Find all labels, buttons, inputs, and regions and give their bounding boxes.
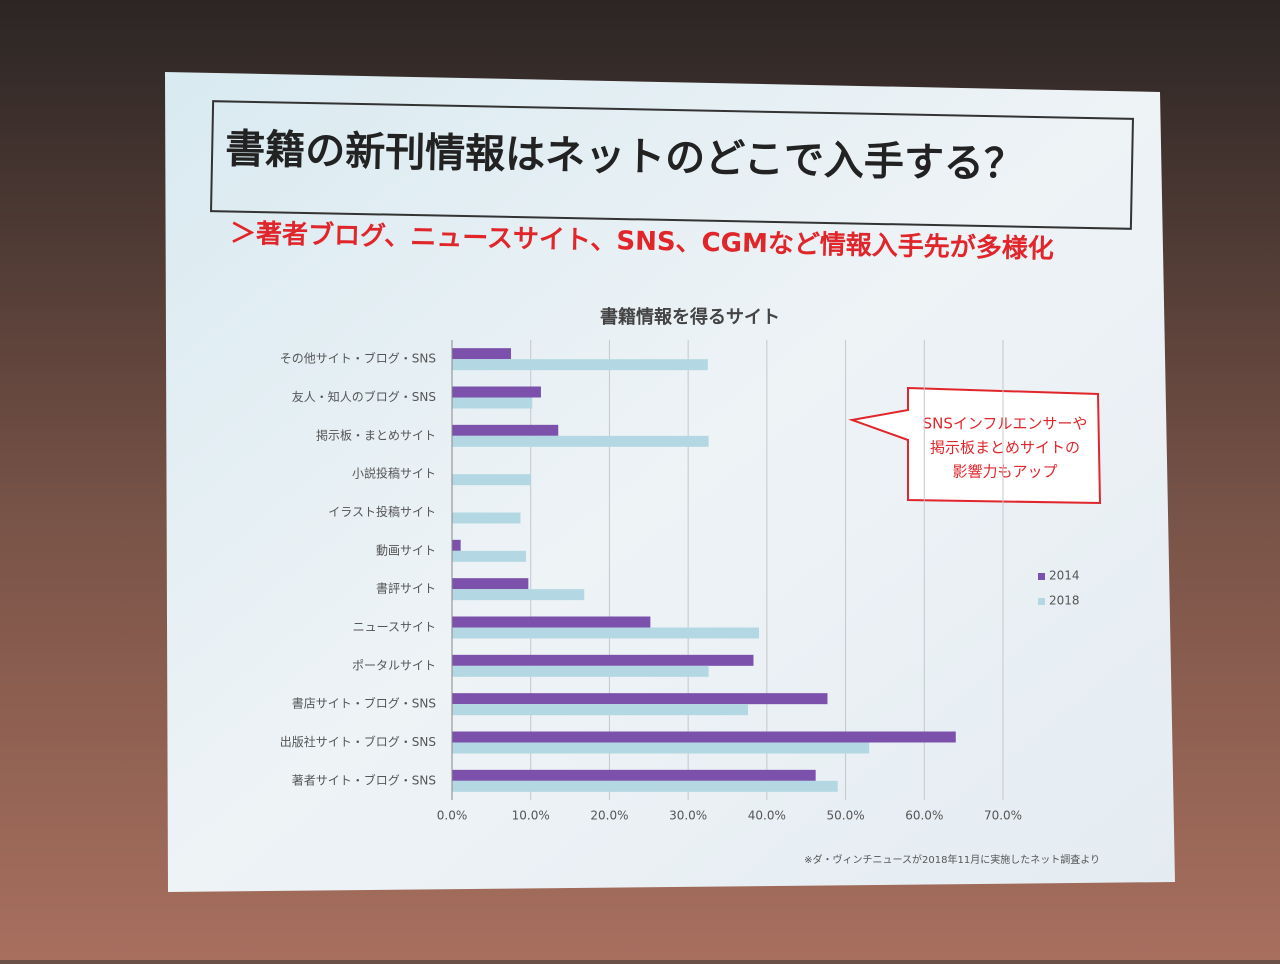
bar [452, 616, 651, 628]
chart-title: 書籍情報を得るサイト [600, 306, 780, 328]
slide [165, 72, 1175, 892]
title-box [210, 100, 1134, 230]
callout-line: 影響力もアップ [952, 463, 1057, 481]
x-tick-label: 10.0% [512, 809, 550, 823]
x-tick-label: 60.0% [905, 809, 943, 823]
bar [452, 348, 512, 360]
legend-label: 2014 [1049, 569, 1080, 583]
bar [452, 627, 759, 639]
bar [452, 474, 531, 486]
bar [452, 359, 708, 371]
y-tick-label: 書店サイト・ブログ・SNS [292, 696, 436, 711]
callout-line: 掲示板まとめサイトの [930, 439, 1080, 457]
bar [452, 386, 541, 398]
y-tick-label: イラスト投稿サイト [328, 504, 436, 519]
bar [452, 512, 521, 524]
bar [452, 742, 870, 754]
legend-swatch [1038, 573, 1045, 580]
y-tick-label: ポータルサイト [352, 658, 436, 672]
y-tick-label: 書評サイト [376, 581, 436, 596]
bar [452, 424, 559, 436]
bar [452, 539, 461, 551]
callout-line: SNSインフルエンサーや [923, 415, 1088, 433]
bar [452, 550, 526, 562]
bar [452, 397, 533, 409]
legend-label: 2018 [1049, 594, 1080, 608]
bar [452, 780, 838, 792]
bar [452, 693, 828, 705]
x-tick-label: 70.0% [984, 809, 1022, 823]
bar [452, 435, 709, 447]
y-tick-label: その他サイト・ブログ・SNS [280, 351, 436, 366]
x-tick-label: 40.0% [748, 809, 786, 823]
bar [452, 654, 754, 666]
footnote: ※ダ・ヴィンチニュースが2018年11月に実施したネット調査より [804, 853, 1100, 866]
y-tick-label: 小説投稿サイト [352, 466, 436, 481]
bar [452, 589, 585, 601]
y-tick-label: 掲示板・まとめサイト [316, 427, 436, 442]
legend-swatch [1038, 598, 1045, 605]
y-tick-label: 著者サイト・ブログ・SNS [292, 772, 436, 787]
y-tick-label: 動画サイト [376, 543, 436, 557]
y-tick-label: 友人・知人のブログ・SNS [292, 389, 436, 404]
bar [452, 731, 956, 743]
bar [452, 665, 709, 677]
x-tick-label: 20.0% [590, 809, 628, 823]
bar [452, 769, 816, 781]
bar [452, 578, 529, 590]
x-tick-label: 30.0% [669, 809, 707, 823]
y-tick-label: 出版社サイト・ブログ・SNS [280, 734, 436, 749]
bar [452, 704, 748, 716]
y-tick-label: ニュースサイト [353, 620, 436, 634]
x-tick-label: 0.0% [437, 809, 468, 823]
callout-box [848, 386, 1102, 505]
x-tick-label: 50.0% [827, 809, 865, 823]
